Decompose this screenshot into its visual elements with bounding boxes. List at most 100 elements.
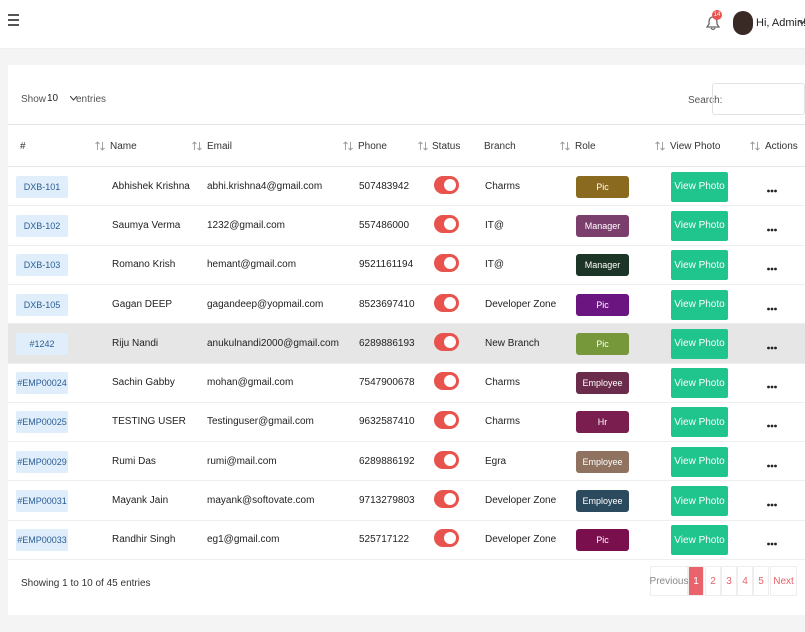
- status-toggle[interactable]: [434, 490, 459, 509]
- sort-icon[interactable]: [95, 141, 105, 151]
- column-header[interactable]: Phone: [358, 141, 387, 152]
- menu-toggle[interactable]: [8, 14, 19, 26]
- role-badge: Employee: [576, 450, 629, 473]
- row-border: [8, 205, 805, 207]
- row-border: [8, 244, 805, 246]
- search-label: Search:: [688, 95, 723, 106]
- sort-icon[interactable]: [560, 141, 570, 151]
- employee-id[interactable]: DXB-102: [16, 214, 68, 237]
- email: Testinguser@gmail.com: [207, 416, 314, 428]
- phone: 507483942: [359, 180, 410, 192]
- view-photo-button[interactable]: View Photo: [671, 328, 728, 359]
- status-toggle[interactable]: [434, 214, 459, 233]
- actions-menu[interactable]: [767, 460, 777, 468]
- row-border: [8, 362, 805, 364]
- name: Abhishek Krishna: [112, 180, 190, 192]
- view-photo-button[interactable]: View Photo: [671, 407, 728, 438]
- page-button[interactable]: Next: [770, 566, 797, 596]
- page-button[interactable]: Previous: [650, 566, 688, 596]
- employee-id[interactable]: DXB-101: [16, 175, 68, 198]
- entries-select[interactable]: 10: [42, 88, 78, 108]
- column-header[interactable]: Branch: [484, 141, 516, 152]
- role-badge: Pic: [576, 175, 629, 198]
- column-header[interactable]: #: [20, 141, 26, 152]
- email: eg1@gmail.com: [207, 534, 280, 546]
- status-toggle[interactable]: [434, 411, 459, 430]
- actions-menu[interactable]: [767, 224, 777, 232]
- sort-icon[interactable]: [343, 141, 353, 151]
- row-border: [8, 559, 805, 560]
- actions-menu[interactable]: [767, 420, 777, 428]
- actions-menu[interactable]: [767, 263, 777, 271]
- branch: IT@: [485, 259, 505, 271]
- email: gagandeep@yopmail.com: [207, 298, 324, 310]
- name: Mayank Jain: [112, 495, 169, 507]
- column-header[interactable]: Name: [110, 141, 137, 152]
- employee-id[interactable]: DXB-105: [16, 293, 68, 316]
- view-photo-button[interactable]: View Photo: [671, 289, 728, 320]
- column-header[interactable]: Email: [207, 141, 233, 152]
- user-dropdown-icon[interactable]: [799, 20, 805, 25]
- sort-icon[interactable]: [655, 141, 665, 151]
- actions-menu[interactable]: [767, 342, 777, 350]
- email: anukulnandi2000@gmail.com: [207, 337, 339, 349]
- view-photo-button[interactable]: View Photo: [671, 171, 728, 202]
- actions-menu[interactable]: [767, 185, 777, 193]
- status-toggle[interactable]: [434, 293, 459, 312]
- view-photo-button[interactable]: View Photo: [671, 446, 728, 477]
- status-toggle[interactable]: [434, 529, 459, 548]
- column-header[interactable]: View Photo: [670, 141, 721, 152]
- employee-id[interactable]: DXB-103: [16, 254, 68, 277]
- phone: 6289886193: [359, 337, 415, 349]
- page-button[interactable]: 4: [737, 566, 753, 596]
- row-border: [8, 519, 805, 521]
- phone: 8523697410: [359, 298, 415, 310]
- avatar[interactable]: [733, 11, 753, 35]
- email: abhi.krishna4@gmail.com: [207, 180, 323, 192]
- email: rumi@mail.com: [207, 455, 277, 467]
- employee-id[interactable]: #1242: [16, 332, 68, 355]
- phone: 525717122: [359, 534, 410, 546]
- email: 1232@gmail.com: [207, 219, 285, 231]
- name: Sachin Gabby: [112, 377, 175, 389]
- view-photo-button[interactable]: View Photo: [671, 368, 728, 399]
- employee-id[interactable]: #EMP00033: [16, 529, 68, 552]
- phone: 9632587410: [359, 416, 415, 428]
- phone: 6289886192: [359, 455, 415, 467]
- view-photo-button[interactable]: View Photo: [671, 525, 728, 556]
- column-header[interactable]: Status: [432, 141, 461, 152]
- sort-icon[interactable]: [192, 141, 202, 151]
- sort-icon[interactable]: [418, 141, 428, 151]
- employee-id[interactable]: #EMP00031: [16, 490, 68, 513]
- page-button[interactable]: 3: [721, 566, 737, 596]
- column-header[interactable]: Role: [575, 141, 596, 152]
- view-photo-button[interactable]: View Photo: [671, 210, 728, 241]
- status-toggle[interactable]: [434, 450, 459, 469]
- status-toggle[interactable]: [434, 372, 459, 391]
- row-border: [8, 323, 805, 325]
- row-border: [8, 283, 805, 285]
- show-label: Show: [21, 94, 47, 105]
- search-input[interactable]: [712, 83, 805, 115]
- employee-id[interactable]: #EMP00029: [16, 450, 68, 473]
- actions-menu[interactable]: [767, 499, 777, 507]
- row-border: [8, 401, 805, 403]
- view-photo-button[interactable]: View Photo: [671, 486, 728, 517]
- actions-menu[interactable]: [767, 381, 777, 389]
- actions-menu[interactable]: [767, 303, 777, 310]
- entries-label: entries: [76, 94, 107, 105]
- employee-id[interactable]: #EMP00025: [16, 411, 68, 434]
- view-photo-button[interactable]: View Photo: [671, 250, 728, 281]
- employee-id[interactable]: #EMP00024: [16, 372, 68, 395]
- status-toggle[interactable]: [434, 332, 459, 351]
- actions-menu[interactable]: [767, 538, 777, 546]
- page-button[interactable]: 2: [705, 566, 721, 596]
- status-toggle[interactable]: [434, 254, 459, 273]
- email: mayank@softovate.com: [207, 495, 315, 507]
- user-greeting[interactable]: Hi, Admin!: [756, 17, 805, 29]
- page-button[interactable]: 1: [688, 566, 704, 596]
- page-button[interactable]: 5: [753, 566, 769, 596]
- column-header[interactable]: Actions: [765, 141, 798, 152]
- status-toggle[interactable]: [434, 175, 459, 194]
- sort-icon[interactable]: [750, 141, 760, 151]
